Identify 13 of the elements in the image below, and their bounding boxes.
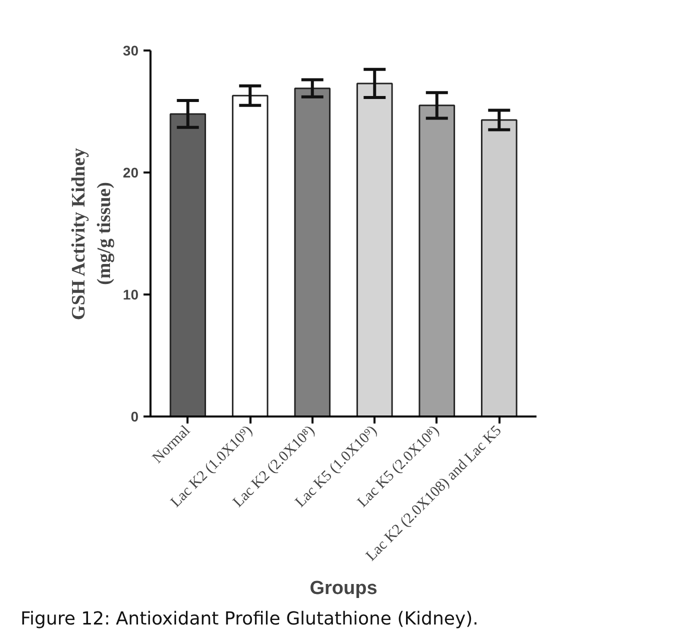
bar [356,82,393,416]
bar [294,88,331,416]
bar [232,94,268,416]
caption: Figure 12: Antioxidant Profile Glutathione (Kidney). [20,608,478,630]
y-axis-title: GSH Activity Kidney (mg/g tissue) [68,147,115,320]
bar [170,113,206,416]
x-axis-title: Groups [310,578,378,599]
y-tick-label: 20 [122,164,139,180]
bar [418,104,456,416]
y-tick-label: 0 [130,408,139,424]
y-tick-label: 10 [122,286,139,302]
y-tick-label: 30 [122,42,139,58]
bar [480,119,518,416]
